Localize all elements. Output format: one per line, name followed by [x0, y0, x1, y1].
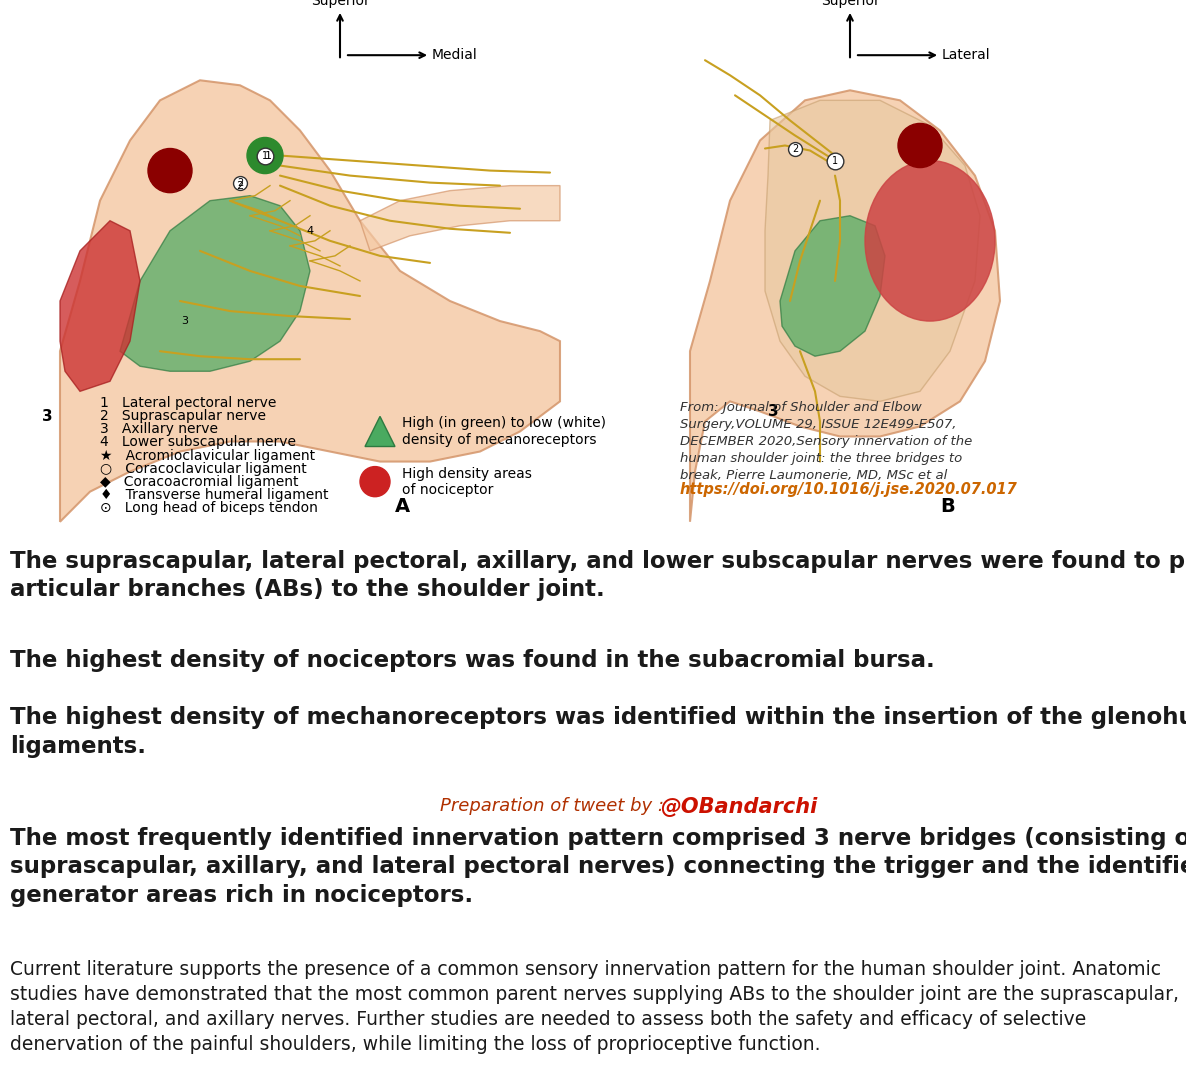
- Circle shape: [898, 123, 942, 167]
- Text: 1: 1: [264, 151, 272, 161]
- Text: The highest density of nociceptors was found in the subacromial bursa.: The highest density of nociceptors was f…: [9, 650, 935, 673]
- Text: High (in green) to low (white)
density of mecanoreceptors: High (in green) to low (white) density o…: [402, 416, 606, 447]
- PathPatch shape: [361, 186, 560, 251]
- PathPatch shape: [780, 216, 885, 356]
- PathPatch shape: [120, 195, 310, 371]
- Text: https://doi.org/10.1016/j.jse.2020.07.017: https://doi.org/10.1016/j.jse.2020.07.01…: [680, 482, 1018, 497]
- Text: The most frequently identified innervation pattern comprised 3 nerve bridges (co: The most frequently identified innervati…: [9, 827, 1186, 906]
- Text: 1: 1: [831, 155, 839, 166]
- Text: 3: 3: [181, 316, 189, 327]
- Text: 3: 3: [769, 404, 779, 419]
- Text: ◆   Coracoacromial ligament: ◆ Coracoacromial ligament: [100, 475, 299, 488]
- Text: 4: 4: [306, 226, 313, 236]
- Text: 2: 2: [237, 178, 243, 188]
- Text: 2   Suprascapular nerve: 2 Suprascapular nerve: [100, 410, 266, 424]
- Text: B: B: [940, 497, 955, 515]
- Text: 2: 2: [792, 143, 798, 154]
- Ellipse shape: [865, 161, 995, 321]
- Text: 3   Axillary nerve: 3 Axillary nerve: [100, 423, 218, 437]
- Text: 1: 1: [262, 151, 268, 161]
- PathPatch shape: [60, 221, 140, 391]
- PathPatch shape: [690, 91, 1000, 522]
- Circle shape: [361, 466, 390, 497]
- Text: ⊙   Long head of biceps tendon: ⊙ Long head of biceps tendon: [100, 501, 318, 514]
- Text: Superior: Superior: [311, 0, 369, 8]
- Text: ★   Acromioclavicular ligament: ★ Acromioclavicular ligament: [100, 449, 315, 463]
- PathPatch shape: [60, 81, 560, 522]
- Circle shape: [247, 138, 283, 174]
- Text: The highest density of mechanoreceptors was identified within the insertion of t: The highest density of mechanoreceptors …: [9, 707, 1186, 758]
- Text: 3: 3: [42, 410, 52, 425]
- Text: Lateral: Lateral: [942, 48, 990, 62]
- Text: @OBandarchi: @OBandarchi: [659, 797, 817, 817]
- Text: 4   Lower subscapular nerve: 4 Lower subscapular nerve: [100, 436, 296, 450]
- Text: High density areas
of nociceptor: High density areas of nociceptor: [402, 466, 531, 497]
- Text: 1   Lateral pectoral nerve: 1 Lateral pectoral nerve: [100, 396, 276, 411]
- Text: Current literature supports the presence of a common sensory innervation pattern: Current literature supports the presence…: [9, 961, 1179, 1055]
- PathPatch shape: [765, 100, 980, 402]
- Text: A: A: [395, 497, 410, 515]
- Text: Medial: Medial: [432, 48, 478, 62]
- Text: Preparation of tweet by :: Preparation of tweet by :: [440, 797, 681, 815]
- Circle shape: [148, 149, 192, 192]
- Text: The suprascapular, lateral pectoral, axillary, and lower subscapular nerves were: The suprascapular, lateral pectoral, axi…: [9, 549, 1186, 602]
- Text: ○   Coracoclavicular ligament: ○ Coracoclavicular ligament: [100, 462, 307, 475]
- Text: ♦   Transverse humeral ligament: ♦ Transverse humeral ligament: [100, 488, 329, 501]
- Text: 2: 2: [236, 180, 243, 191]
- Text: Superior: Superior: [821, 0, 879, 8]
- Text: From: Journal of Shoulder and Elbow
Surgery,VOLUME 29, ISSUE 12E499-E507,
DECEMB: From: Journal of Shoulder and Elbow Surg…: [680, 402, 973, 483]
- Polygon shape: [365, 416, 395, 447]
